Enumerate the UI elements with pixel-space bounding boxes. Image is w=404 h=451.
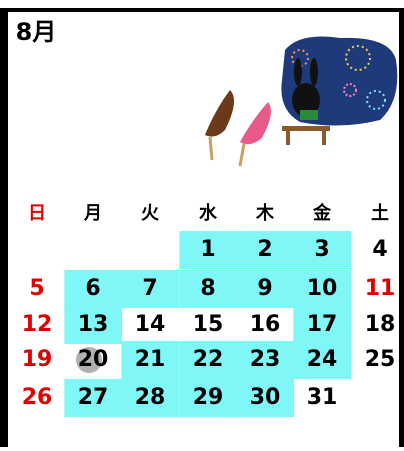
day-number: 29 [193,385,224,410]
day-number: 3 [314,237,329,262]
highlight-cell [293,270,352,308]
day-number: 14 [135,312,166,337]
day-number: 6 [85,276,100,301]
weekday-label: 月 [83,203,102,224]
weekday-label: 土 [371,203,389,224]
day-number: 31 [307,385,338,410]
border-top [0,8,404,12]
highlight-cell [236,341,295,379]
highlight-cell [121,379,180,417]
weekday-label: 火 [141,203,160,224]
highlight-cell [293,306,352,344]
day-number: 9 [257,276,272,301]
day-number: 21 [135,347,166,372]
highlight-cell [64,379,123,417]
day-number: 11 [365,276,396,301]
highlight-cell [179,341,238,379]
highlight-cell [236,270,295,308]
day-number: 13 [78,312,109,337]
day-number: 19 [22,347,53,372]
day-number: 10 [307,276,338,301]
highlight-cell [179,231,238,269]
highlight-cell [293,341,352,379]
day-number: 27 [78,385,109,410]
weekday-label: 金 [312,202,332,224]
day-number: 12 [22,312,53,337]
day-number: 8 [200,276,215,301]
highlight-cell [179,379,238,417]
border-right [399,8,404,447]
day-number: 25 [365,347,396,372]
day-number: 22 [193,347,224,372]
highlight-cell [121,341,180,379]
highlight-cell [236,379,295,417]
weekday-label: 日 [28,203,46,224]
day-number: 16 [250,312,281,337]
border-left [0,8,8,447]
highlight-cell [293,231,352,269]
day-number: 15 [193,312,224,337]
day-number: 20 [78,347,109,372]
illustration [205,36,398,167]
day-number: 24 [307,347,338,372]
highlight-cell [179,270,238,308]
highlight-cell [64,306,123,344]
today-circle [76,347,102,373]
day-number: 26 [22,385,53,410]
highlight-cell [64,270,123,308]
day-number: 5 [29,276,44,301]
day-number: 7 [142,276,157,301]
day-number: 2 [257,237,272,262]
day-number: 18 [365,312,396,337]
day-number: 4 [372,237,387,262]
weekday-label: 木 [255,202,275,224]
day-number: 30 [250,385,281,410]
weekday-label: 水 [199,202,218,224]
day-number: 28 [135,385,166,410]
day-number: 23 [250,347,281,372]
highlight-cell [121,270,180,308]
day-number: 17 [307,312,338,337]
day-number: 1 [200,237,215,262]
month-title: 8月 [16,18,57,46]
highlight-cell [236,231,295,269]
